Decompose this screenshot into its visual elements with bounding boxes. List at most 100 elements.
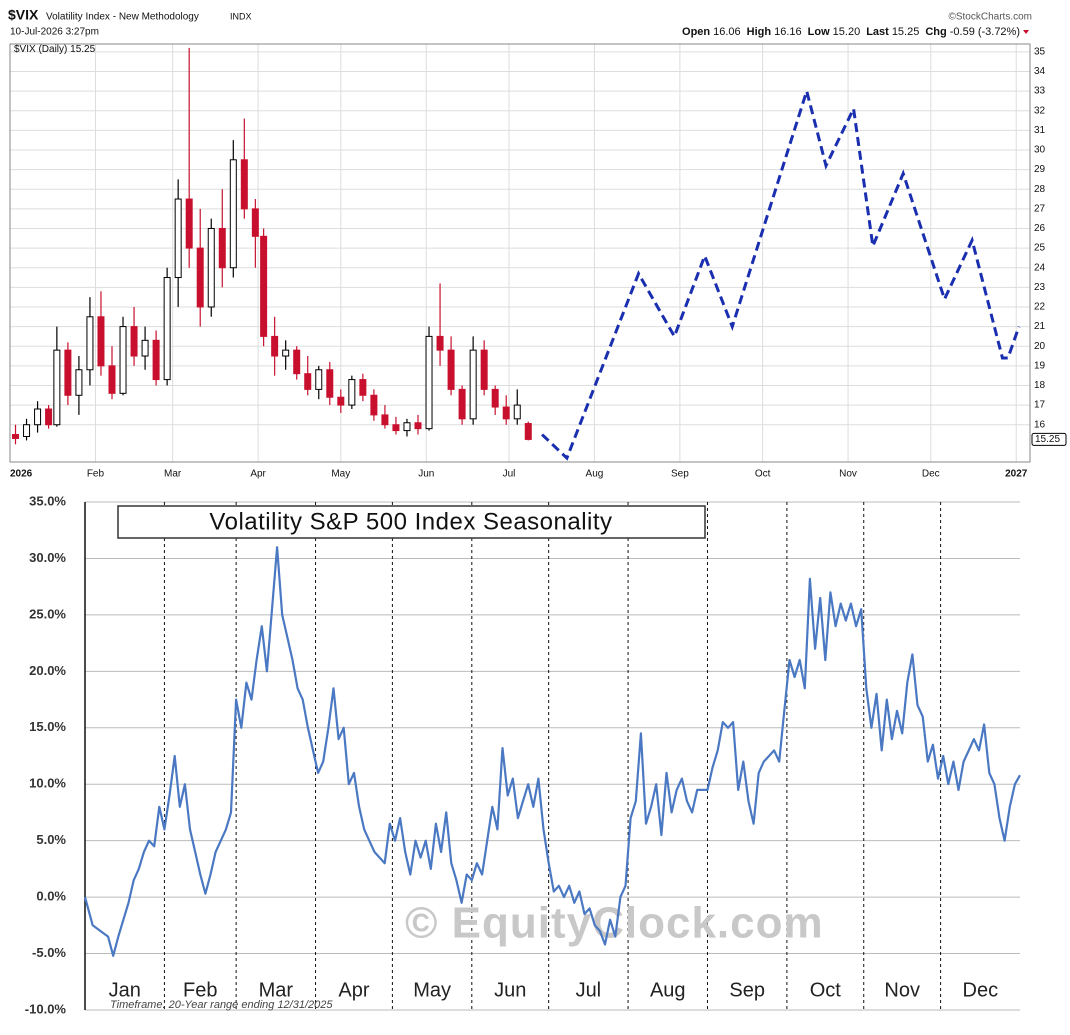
candle-body <box>240 159 248 210</box>
candle-body <box>12 434 20 439</box>
y-tick-label: 15.0% <box>29 719 66 734</box>
x-tick-label: May <box>331 469 350 480</box>
candle-body <box>458 388 466 420</box>
month-label: Apr <box>338 979 369 1001</box>
candle-body <box>403 422 411 432</box>
y-tick-label: 33 <box>1034 86 1046 97</box>
legend-last: 15.25 <box>70 44 95 55</box>
last-value-label: 15.25 <box>1035 434 1060 445</box>
x-tick-label: Mar <box>164 469 182 480</box>
candle-body <box>45 408 53 426</box>
equityclock-chart: -10.0% -5.0% 0.0% 5.0% 10.0% 15.0% 20.0% 25.0% 3… <box>0 488 1070 1035</box>
projection-line <box>541 85 1021 461</box>
month-label: Mar <box>259 979 294 1001</box>
y-tick-label: 30 <box>1034 145 1046 156</box>
y-tick-label: 35.0% <box>29 493 66 508</box>
month-label: Dec <box>963 979 999 1001</box>
quote-label: Low <box>808 26 830 38</box>
plot: -10.0% -5.0% 0.0% 5.0% 10.0% 15.0% 20.0% 25.0% 3… <box>25 493 1021 1016</box>
candle-body <box>23 424 31 437</box>
x-tick-label: Jun <box>418 469 434 480</box>
candle-body <box>348 379 356 406</box>
y-tick-label: 20.0% <box>29 663 66 678</box>
y-tick-label: 25.0% <box>29 606 66 621</box>
y-tick-label: 16 <box>1034 419 1046 430</box>
candle-body <box>381 414 389 426</box>
y-tick-label: 0.0% <box>36 889 66 904</box>
y-tick-label: 21 <box>1034 321 1046 332</box>
candle-body <box>370 394 378 416</box>
x-tick-label: Nov <box>839 469 857 480</box>
quote-value: (-3.72%) <box>978 26 1020 38</box>
y-tick-label: 5.0% <box>36 832 66 847</box>
candle-body <box>480 349 488 390</box>
plot: 16 17 18 19 20 21 22 23 24 25 26 27 28 29 30 31 32 33 34 35… <box>9 43 1067 480</box>
candle-body <box>75 369 83 396</box>
candle-body <box>163 277 171 381</box>
month-label: Oct <box>810 979 842 1001</box>
x-tick-label: Dec <box>922 469 940 480</box>
quote-label: Last <box>866 26 889 38</box>
y-tick-label: 18 <box>1034 380 1046 391</box>
y-tick-label: 17 <box>1034 400 1046 411</box>
candle-body <box>447 349 455 390</box>
candle-body <box>86 316 94 371</box>
y-tick-label: 25 <box>1034 243 1046 254</box>
candle-body <box>425 335 433 430</box>
candle-body <box>502 406 510 420</box>
plot-border <box>9 43 1031 463</box>
candle-body <box>337 396 345 406</box>
x-tick-label: Apr <box>250 469 266 480</box>
y-tick-label: 26 <box>1034 223 1046 234</box>
candle-body <box>392 424 400 432</box>
x-tick-label: 2026 <box>10 469 33 480</box>
stockcharts-chart: $VIX Volatility Index - New Methodology … <box>0 0 1070 488</box>
x-tick-label: Feb <box>87 469 105 480</box>
candle-body <box>64 349 72 396</box>
candle-body <box>53 349 61 426</box>
candle-body <box>218 227 226 269</box>
y-tick-label: 19 <box>1034 360 1046 371</box>
quote-label: High <box>747 26 772 38</box>
y-tick-label: -10.0% <box>25 1001 67 1016</box>
y-tick-label: 35 <box>1034 46 1046 57</box>
y-tick-label: 32 <box>1034 105 1046 116</box>
y-tick-label: 29 <box>1034 164 1046 175</box>
seasonal-line <box>83 546 1021 957</box>
x-tick-label: Sep <box>671 469 689 480</box>
quote: Open 16.06 High 16.16 Low 15.20 Last 15.25 Chg -0… <box>682 26 1020 38</box>
candle-body <box>108 365 116 394</box>
x-tick-label: Jul <box>503 469 516 480</box>
candle-body <box>141 339 149 357</box>
background <box>0 0 1070 488</box>
candle-body <box>185 198 193 249</box>
timestamp: 10-Jul-2026 3:27pm <box>10 27 99 38</box>
month-label: Nov <box>884 979 920 1001</box>
candle-body <box>414 422 422 430</box>
title-box <box>117 505 706 539</box>
y-tick-label: 34 <box>1034 66 1046 77</box>
candle-body <box>229 159 237 269</box>
candle-body <box>152 339 160 381</box>
watermark: © EquityClock.com <box>405 899 824 948</box>
candle-body <box>34 408 42 426</box>
candle-body <box>436 335 444 351</box>
y-tick-label: 10.0% <box>29 776 66 791</box>
quote-label: Chg <box>925 26 946 38</box>
candle-body <box>469 349 477 420</box>
y-tick-label: -5.0% <box>32 945 66 960</box>
candle-body <box>491 388 499 408</box>
last-value-tag <box>1031 432 1067 446</box>
candle-body <box>119 326 127 394</box>
month-label: Jul <box>576 979 602 1001</box>
candle-body <box>326 369 334 398</box>
source: ©StockCharts.com <box>948 12 1032 23</box>
month-label: May <box>413 979 451 1001</box>
y-tick-label: 30.0% <box>29 550 66 565</box>
candle-body <box>304 373 312 390</box>
month-label: Jan <box>109 979 141 1001</box>
month-label: Jun <box>494 979 526 1001</box>
x-tick-label: Aug <box>586 469 604 480</box>
symbol: $VIX <box>8 7 39 23</box>
candle-body <box>271 335 279 357</box>
